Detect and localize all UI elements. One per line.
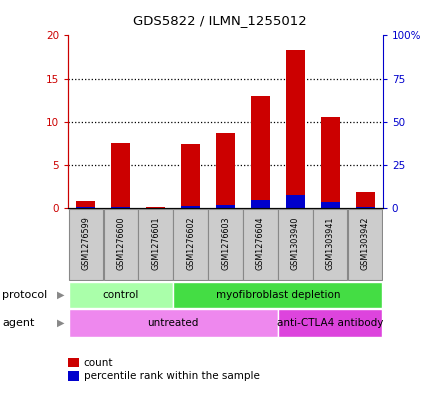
Bar xyxy=(251,96,270,208)
Bar xyxy=(76,207,95,208)
FancyBboxPatch shape xyxy=(313,209,348,280)
Text: GSM1276601: GSM1276601 xyxy=(151,217,160,270)
Bar xyxy=(321,202,340,208)
Text: GSM1303940: GSM1303940 xyxy=(291,217,300,270)
Bar xyxy=(216,133,235,208)
Bar xyxy=(356,192,375,208)
Text: GSM1276599: GSM1276599 xyxy=(81,216,90,270)
Text: GSM1276600: GSM1276600 xyxy=(116,217,125,270)
FancyBboxPatch shape xyxy=(173,209,208,280)
FancyBboxPatch shape xyxy=(173,282,382,308)
FancyBboxPatch shape xyxy=(69,209,103,280)
Text: agent: agent xyxy=(2,318,35,328)
Text: myofibroblast depletion: myofibroblast depletion xyxy=(216,290,340,300)
Text: GDS5822 / ILMN_1255012: GDS5822 / ILMN_1255012 xyxy=(133,14,307,27)
Text: control: control xyxy=(103,290,139,300)
FancyBboxPatch shape xyxy=(69,282,173,308)
FancyBboxPatch shape xyxy=(278,209,312,280)
Text: GSM1276604: GSM1276604 xyxy=(256,217,265,270)
Bar xyxy=(356,207,375,208)
Bar xyxy=(216,205,235,208)
Bar xyxy=(286,195,305,208)
Text: anti-CTLA4 antibody: anti-CTLA4 antibody xyxy=(277,318,384,328)
Text: untreated: untreated xyxy=(147,318,199,328)
Text: GSM1303942: GSM1303942 xyxy=(361,217,370,270)
Text: count: count xyxy=(84,358,113,368)
Bar xyxy=(181,206,200,208)
Text: ▶: ▶ xyxy=(56,318,64,328)
FancyBboxPatch shape xyxy=(278,309,382,337)
Bar xyxy=(111,143,130,208)
FancyBboxPatch shape xyxy=(103,209,138,280)
Bar xyxy=(286,50,305,208)
Bar xyxy=(181,144,200,208)
FancyBboxPatch shape xyxy=(243,209,278,280)
FancyBboxPatch shape xyxy=(139,209,173,280)
Text: ▶: ▶ xyxy=(56,290,64,300)
Bar xyxy=(251,200,270,208)
Text: GSM1276602: GSM1276602 xyxy=(186,217,195,270)
Text: GSM1276603: GSM1276603 xyxy=(221,217,230,270)
Bar xyxy=(321,117,340,208)
Text: GSM1303941: GSM1303941 xyxy=(326,217,335,270)
Bar xyxy=(76,201,95,208)
FancyBboxPatch shape xyxy=(209,209,242,280)
FancyBboxPatch shape xyxy=(348,209,382,280)
Text: percentile rank within the sample: percentile rank within the sample xyxy=(84,371,260,382)
FancyBboxPatch shape xyxy=(69,309,278,337)
Text: protocol: protocol xyxy=(2,290,48,300)
